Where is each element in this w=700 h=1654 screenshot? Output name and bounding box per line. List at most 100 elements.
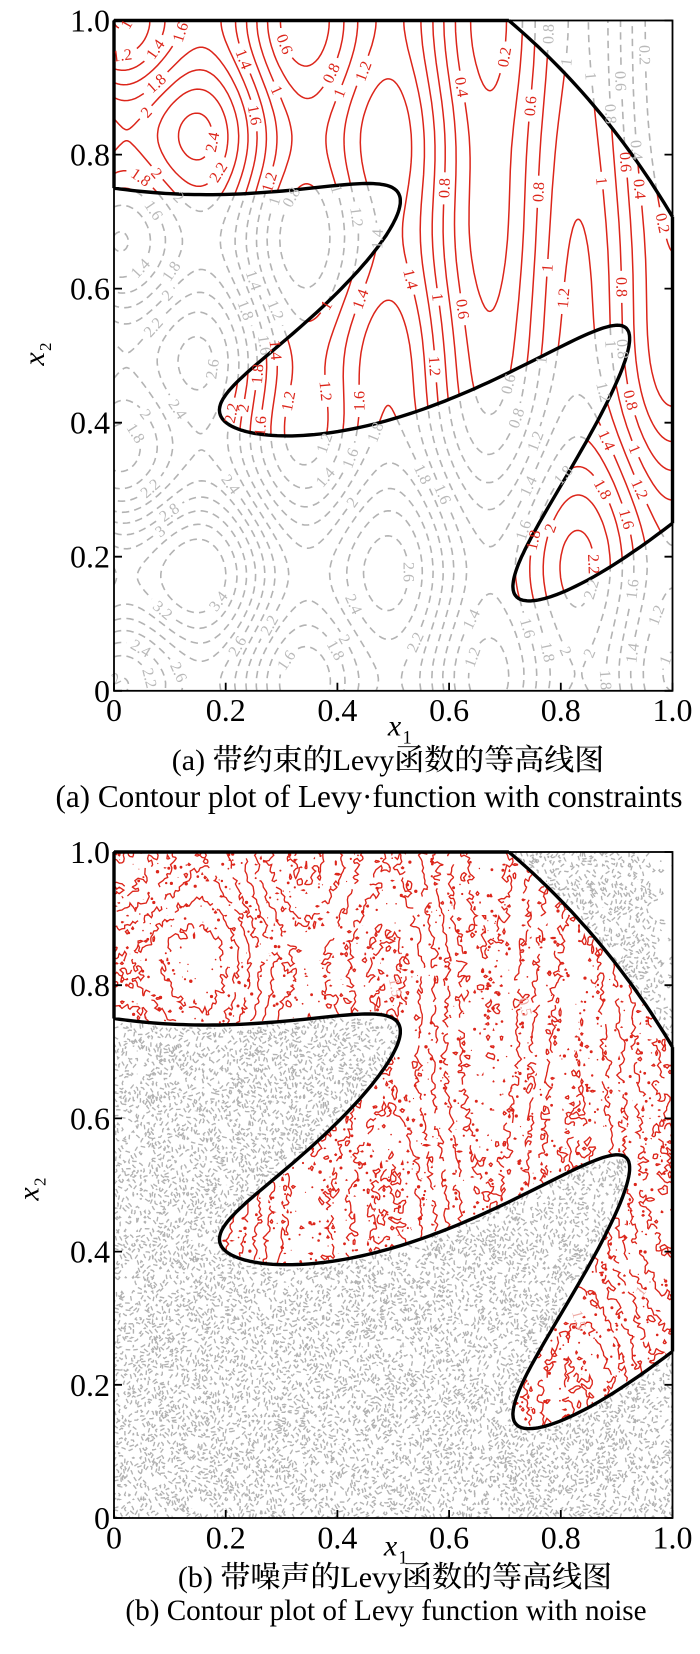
- svg-text:1.6: 1.6: [352, 391, 369, 411]
- svg-text:0.6: 0.6: [429, 692, 469, 728]
- svg-text:0.4: 0.4: [627, 139, 646, 160]
- svg-text:2.4: 2.4: [203, 131, 224, 154]
- svg-text:1.8: 1.8: [596, 670, 614, 691]
- svg-text:1.4: 1.4: [242, 268, 265, 292]
- svg-text:(b): (b): [178, 1561, 213, 1594]
- svg-text:1.2: 1.2: [316, 380, 335, 401]
- svg-text:0.6: 0.6: [70, 1100, 110, 1136]
- svg-text:x: x: [18, 352, 51, 367]
- svg-text:1: 1: [581, 71, 599, 80]
- svg-text:2.4: 2.4: [341, 592, 365, 617]
- svg-text:x: x: [383, 1530, 398, 1563]
- svg-text:1.0: 1.0: [70, 3, 110, 39]
- svg-text:0.2: 0.2: [635, 45, 652, 65]
- svg-text:1.6: 1.6: [252, 416, 270, 437]
- svg-text:1.6: 1.6: [254, 334, 274, 356]
- svg-text:Levy: Levy: [333, 744, 395, 777]
- svg-text:1: 1: [592, 176, 610, 186]
- svg-text:1.6: 1.6: [170, 20, 192, 44]
- svg-text:x: x: [13, 1187, 46, 1202]
- svg-text:2.2: 2.2: [138, 667, 159, 691]
- svg-text:2: 2: [36, 343, 55, 352]
- svg-text:0.2: 0.2: [70, 539, 110, 575]
- svg-text:1: 1: [601, 339, 619, 348]
- svg-text:x: x: [387, 710, 402, 743]
- svg-text:0: 0: [94, 1500, 110, 1536]
- svg-text:2.2: 2.2: [404, 630, 428, 655]
- svg-text:1.8: 1.8: [233, 298, 256, 323]
- svg-text:(a) Contour plot of Levy·funct: (a) Contour plot of Levy·function with c…: [55, 779, 682, 814]
- svg-text:1.4: 1.4: [350, 287, 373, 312]
- svg-text:2.2: 2.2: [581, 577, 603, 601]
- svg-text:2.6: 2.6: [203, 358, 223, 380]
- svg-text:1: 1: [533, 355, 551, 365]
- svg-text:0.2: 0.2: [206, 1520, 246, 1556]
- svg-text:1: 1: [403, 729, 412, 749]
- svg-text:0.6: 0.6: [611, 71, 629, 92]
- svg-text:0.6: 0.6: [616, 152, 634, 173]
- svg-text:0.8: 0.8: [540, 24, 557, 44]
- svg-text:0.4: 0.4: [451, 76, 471, 98]
- svg-text:0.8: 0.8: [541, 692, 581, 728]
- svg-text:1: 1: [558, 57, 576, 67]
- svg-text:1: 1: [428, 292, 446, 302]
- svg-text:2.2: 2.2: [222, 402, 243, 425]
- svg-text:1.2: 1.2: [111, 46, 133, 65]
- svg-text:1.4: 1.4: [266, 339, 285, 360]
- svg-text:1.6: 1.6: [513, 518, 535, 542]
- svg-text:0.8: 0.8: [70, 137, 110, 173]
- svg-text:0.8: 0.8: [601, 104, 619, 125]
- svg-text:1.6: 1.6: [623, 578, 642, 600]
- svg-text:0.4: 0.4: [70, 1234, 110, 1270]
- svg-text:0.4: 0.4: [630, 178, 649, 199]
- svg-text:1.2: 1.2: [555, 287, 574, 308]
- svg-text:0.6: 0.6: [522, 95, 541, 116]
- svg-text:0.4: 0.4: [317, 692, 357, 728]
- svg-text:1.2: 1.2: [462, 645, 485, 670]
- svg-text:1.2: 1.2: [279, 390, 300, 413]
- svg-text:1.8: 1.8: [524, 529, 545, 552]
- svg-text:2.6: 2.6: [166, 660, 190, 685]
- svg-text:2.2: 2.2: [584, 554, 602, 575]
- svg-text:1.8: 1.8: [249, 364, 267, 385]
- svg-text:(b) Contour plot of Levy funct: (b) Contour plot of Levy function with n…: [125, 1595, 646, 1627]
- svg-text:0: 0: [94, 673, 110, 709]
- svg-text:2: 2: [31, 1178, 50, 1187]
- svg-text:1.4: 1.4: [231, 47, 254, 72]
- svg-text:0.6: 0.6: [498, 373, 519, 397]
- svg-text:0.4: 0.4: [317, 1520, 357, 1556]
- svg-text:1: 1: [399, 1549, 408, 1569]
- svg-text:0.6: 0.6: [272, 32, 295, 57]
- svg-text:0: 0: [106, 1520, 122, 1556]
- svg-text:1: 1: [539, 263, 557, 272]
- svg-text:1.2: 1.2: [646, 603, 669, 628]
- svg-text:1.4: 1.4: [594, 428, 618, 453]
- svg-text:0.8: 0.8: [70, 967, 110, 1003]
- svg-text:0.2: 0.2: [495, 46, 515, 69]
- svg-text:1.2: 1.2: [425, 356, 443, 377]
- svg-text:2: 2: [235, 403, 253, 414]
- svg-text:0.4: 0.4: [70, 405, 110, 441]
- svg-text:1.2: 1.2: [525, 429, 548, 454]
- svg-text:1.2: 1.2: [259, 170, 281, 194]
- svg-text:0: 0: [106, 692, 122, 728]
- svg-text:2.6: 2.6: [399, 562, 416, 582]
- svg-text:1.5: 1.5: [385, 977, 404, 998]
- svg-text:1.4: 1.4: [369, 229, 387, 250]
- svg-text:1.4: 1.4: [517, 474, 541, 499]
- svg-text:(a): (a): [172, 744, 205, 777]
- svg-text:1.2: 1.2: [263, 298, 286, 323]
- svg-text:0.8: 0.8: [541, 1520, 581, 1556]
- svg-text:1.6: 1.6: [340, 446, 363, 471]
- svg-text:0.8: 0.8: [613, 339, 631, 360]
- svg-text:1.2: 1.2: [346, 206, 365, 228]
- svg-text:1.2: 1.2: [627, 477, 651, 502]
- svg-text:1.2: 1.2: [592, 381, 613, 405]
- svg-text:0.5: 0.5: [514, 996, 534, 1018]
- svg-text:1.6: 1.6: [516, 616, 538, 640]
- svg-text:0.2: 0.2: [70, 1367, 110, 1403]
- svg-text:1.0: 1.0: [653, 692, 693, 728]
- svg-text:1.8: 1.8: [537, 641, 558, 664]
- svg-text:1.0: 1.0: [70, 834, 110, 870]
- svg-text:1.2: 1.2: [353, 59, 376, 84]
